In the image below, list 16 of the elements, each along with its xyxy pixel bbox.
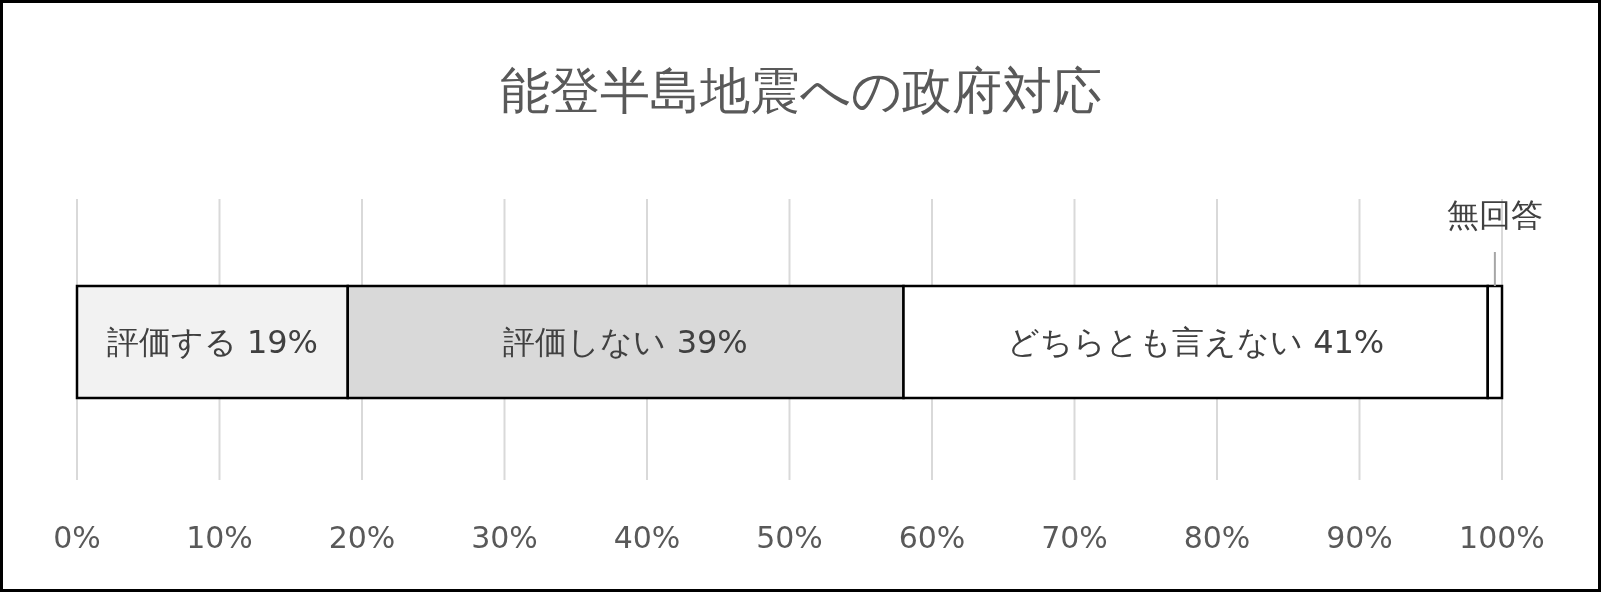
x-tick-label: 100% — [1459, 520, 1545, 555]
x-tick-label: 90% — [1326, 520, 1393, 555]
x-tick-label: 10% — [186, 520, 253, 555]
text: 無回答 — [1446, 196, 1543, 234]
chart-title: 能登半島地震への政府対応 — [499, 62, 1102, 120]
x-tick-label: 70% — [1041, 520, 1108, 555]
x-tick-label: 0% — [53, 520, 101, 555]
x-tick-label: 30% — [471, 520, 538, 555]
x-tick-label: 50% — [756, 520, 823, 555]
x-tick-label: 40% — [613, 520, 681, 555]
x-tick-label: 80% — [1183, 520, 1251, 555]
text: どちらとも言えない 41% — [1006, 323, 1385, 361]
x-tick-label: 20% — [328, 520, 396, 555]
x-tick-label: 60% — [898, 520, 966, 555]
text: 評価する 19% — [106, 323, 319, 361]
text: 評価しない 39% — [503, 323, 748, 361]
